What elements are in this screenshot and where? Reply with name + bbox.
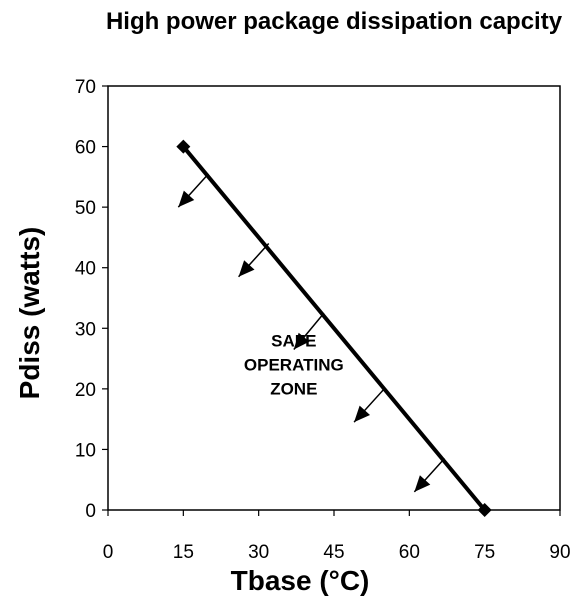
direction-arrow-head xyxy=(414,475,431,492)
direction-arrow-head xyxy=(354,405,371,423)
chart-title: High power package dissipation capcity xyxy=(105,8,563,35)
direction-arrow-head xyxy=(178,190,195,208)
direction-arrow-head xyxy=(238,260,255,277)
safe-zone-label-line: SAFE xyxy=(271,332,316,351)
data-point-marker xyxy=(176,139,191,154)
safe-zone-label-line: ZONE xyxy=(270,380,317,399)
x-tick-label: 60 xyxy=(399,542,420,563)
y-tick-label: 50 xyxy=(75,198,96,219)
direction-arrow-head xyxy=(293,332,310,350)
x-tick-label: 75 xyxy=(474,542,495,563)
data-point-marker xyxy=(477,503,492,517)
y-tick-label: 0 xyxy=(85,501,96,522)
x-tick-label: 45 xyxy=(323,542,344,563)
x-axis-label: Tbase (°C) xyxy=(230,565,370,596)
plot-area-border xyxy=(107,85,561,511)
power-limit-line xyxy=(181,145,487,512)
x-tick-label: 15 xyxy=(173,542,194,563)
safe-zone-label-line: OPERATING xyxy=(244,356,344,375)
y-tick-label: 10 xyxy=(75,440,96,461)
x-tick-label: 0 xyxy=(103,542,114,563)
y-tick-label: 60 xyxy=(75,138,96,159)
y-tick-label: 20 xyxy=(75,380,96,401)
x-tick-label: 30 xyxy=(248,542,269,563)
y-tick-label: 70 xyxy=(75,77,96,98)
y-tick-label: 40 xyxy=(75,259,96,280)
x-tick-label: 90 xyxy=(549,542,570,563)
y-tick-label: 30 xyxy=(75,319,96,340)
